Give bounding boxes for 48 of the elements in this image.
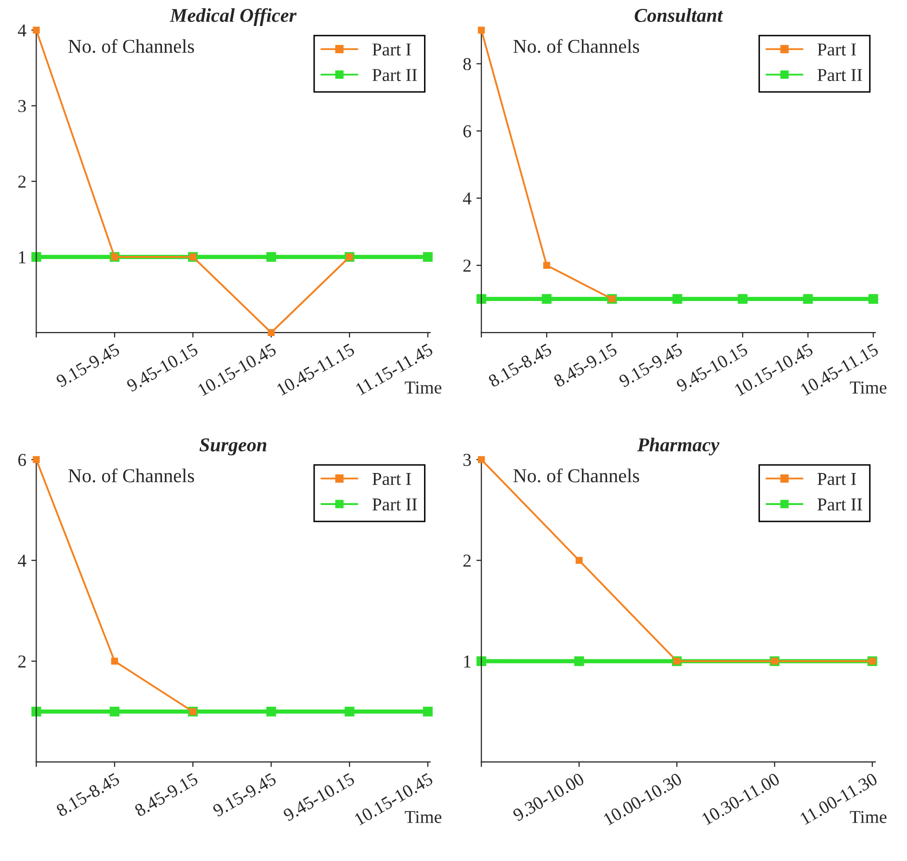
y-tick-label: 2 [18,655,26,668]
y-tick-label: 6 [463,125,472,138]
y-tick-label: 1 [464,656,471,668]
y-axis-title: No. of Channels [513,39,640,53]
y-axis-title: No. of Channels [68,39,194,53]
chart-title: Medical Officer [170,8,297,26]
point [422,706,433,716]
y-tick-label: 3 [18,100,26,112]
y-tick-label: 6 [18,454,26,466]
point [803,294,813,304]
point [268,329,275,336]
point [476,294,486,304]
point [738,294,748,304]
legend-label: Part I [818,473,856,486]
legend-label: Part I [818,44,856,56]
point [576,556,583,564]
y-tick-label: 2 [463,260,471,272]
y-tick-label: 2 [18,176,26,188]
point [672,294,682,304]
point [542,294,552,304]
legend-label: Part II [372,69,417,82]
chart-title: Surgeon [200,438,266,456]
legend-label: Part II [818,69,862,82]
point [422,252,433,262]
y-axis-title: No. of Channels [68,468,194,482]
point [110,706,120,716]
y-tick-label: 8 [463,58,471,70]
y-tick-label: 2 [463,554,471,567]
y-axis-title: No. of Channels [513,468,640,482]
y-tick-label: 4 [18,24,26,36]
point [574,656,584,666]
point [266,706,276,716]
legend-label: Part II [372,498,417,511]
point [543,262,550,269]
legend-label: Part I [372,473,411,486]
point [111,658,118,665]
point [478,26,485,34]
point [266,252,276,262]
point [344,706,354,716]
legend-label: Part II [818,498,862,511]
y-tick-label: 3 [463,454,471,466]
chart-title: Pharmacy [637,438,720,456]
chart-title: Consultant [634,8,724,22]
y-tick-label: 4 [462,192,472,204]
point [868,294,878,304]
legend-label: Part I [372,44,411,56]
y-tick-label: 4 [18,554,26,567]
y-tick-label: 1 [19,251,26,264]
